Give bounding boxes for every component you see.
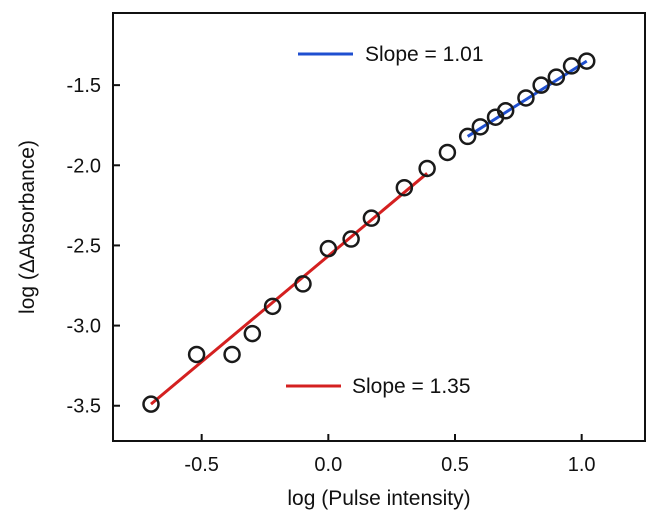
y-axis: -3.5 -3.0 -2.5 -2.0 -1.5: [67, 75, 120, 418]
data-point: [517, 89, 535, 107]
data-point: [187, 345, 206, 364]
data-point: [577, 52, 596, 70]
data-point: [142, 395, 160, 413]
data-point: [532, 76, 550, 94]
x-axis: -0.5 0.0 0.5 1.0: [184, 434, 596, 476]
data-point: [496, 102, 515, 120]
data-point: [223, 345, 241, 364]
y-tick-label: -2.5: [67, 235, 101, 257]
data-point: [547, 68, 566, 86]
y-tick-label: -2.0: [67, 155, 101, 177]
legend-label-red: Slope = 1.35: [352, 375, 471, 398]
legend-slope-red: Slope = 1.35: [286, 375, 471, 398]
data-point: [243, 324, 262, 343]
data-point: [342, 230, 360, 248]
x-tick-label: 0.5: [441, 454, 469, 476]
plot-frame: [112, 12, 646, 442]
fit-line-red: [150, 172, 429, 406]
x-tick-label: 0.0: [314, 454, 342, 476]
y-axis-title: log (ΔAbsorbance): [16, 140, 39, 314]
x-tick-label: -0.5: [184, 454, 218, 476]
data-point: [458, 127, 477, 146]
data-point: [294, 275, 312, 293]
legend-label-blue: Slope = 1.01: [365, 43, 484, 66]
data-point: [471, 118, 490, 136]
y-tick-label: -3.0: [67, 316, 101, 338]
y-tick-label: -1.5: [67, 75, 101, 97]
data-point: [263, 297, 282, 316]
x-axis-title: log (Pulse intensity): [287, 487, 470, 510]
data-point: [395, 178, 414, 197]
y-tick-label: -3.5: [67, 396, 101, 418]
fit-lines: [150, 59, 588, 406]
legend-slope-blue: Slope = 1.01: [298, 43, 484, 66]
x-tick-label: 1.0: [568, 454, 596, 476]
data-point: [319, 239, 338, 258]
data-point: [562, 57, 581, 75]
data-point: [362, 209, 381, 227]
data-point: [418, 159, 436, 178]
data-point: [438, 143, 457, 162]
data-markers: [142, 52, 596, 413]
